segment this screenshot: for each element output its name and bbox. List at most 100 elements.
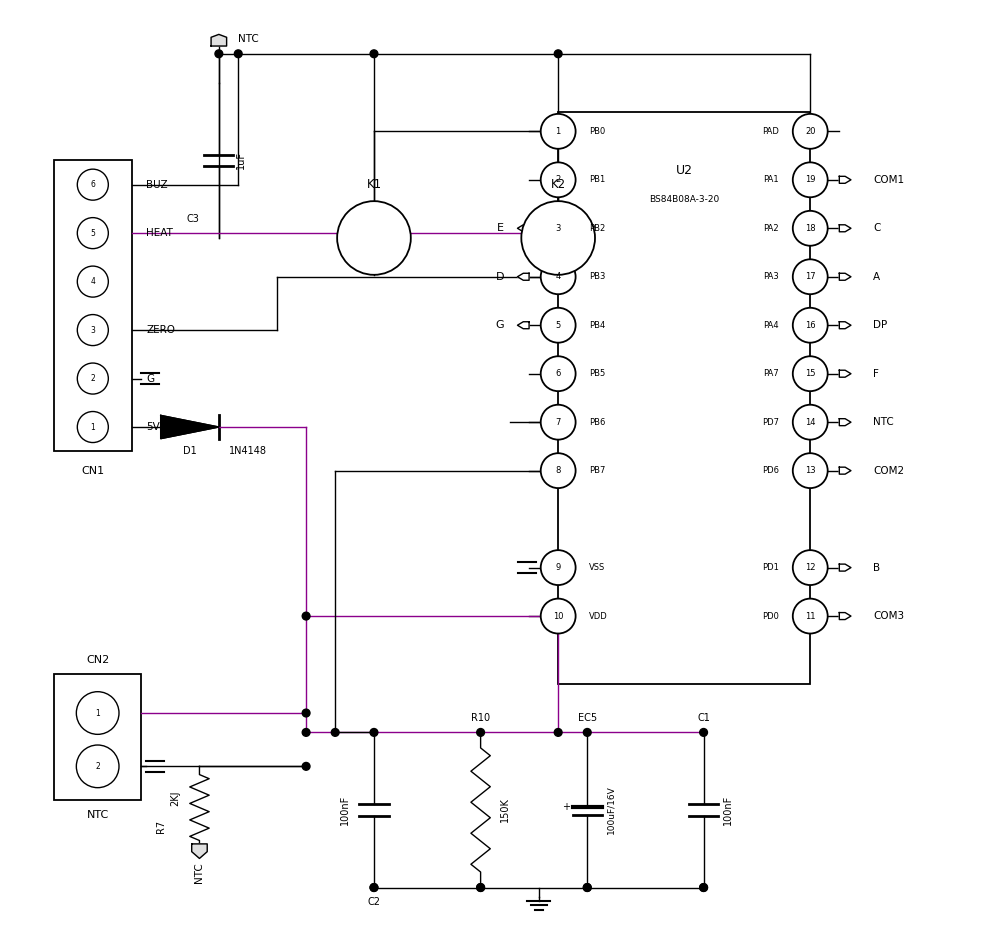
Text: 6: 6	[90, 180, 95, 189]
Text: R10: R10	[471, 713, 490, 723]
Circle shape	[793, 598, 828, 633]
Text: 100uF/16V: 100uF/16V	[607, 786, 616, 834]
Circle shape	[541, 598, 576, 633]
Circle shape	[76, 691, 119, 734]
Text: 3: 3	[90, 325, 95, 335]
Text: +: +	[562, 802, 570, 812]
Text: 1N4148: 1N4148	[229, 446, 267, 456]
Text: U2: U2	[676, 164, 693, 177]
Text: 2: 2	[90, 374, 95, 383]
Polygon shape	[839, 612, 851, 619]
Circle shape	[302, 709, 310, 717]
Text: 3: 3	[555, 223, 561, 233]
Text: COM3: COM3	[873, 611, 904, 621]
Text: 100nF: 100nF	[340, 795, 350, 825]
Circle shape	[541, 260, 576, 294]
Text: BUZ: BUZ	[146, 180, 168, 189]
Text: 100nF: 100nF	[723, 795, 733, 825]
Text: PD6: PD6	[762, 466, 779, 476]
Polygon shape	[839, 321, 851, 329]
Circle shape	[793, 114, 828, 148]
Text: G: G	[496, 320, 504, 330]
Text: 4: 4	[90, 277, 95, 286]
Circle shape	[370, 883, 378, 891]
Text: 1: 1	[95, 708, 100, 717]
Text: B: B	[873, 563, 880, 573]
Circle shape	[477, 883, 484, 891]
Circle shape	[541, 114, 576, 148]
Circle shape	[77, 169, 108, 200]
Polygon shape	[517, 321, 529, 329]
Circle shape	[302, 612, 310, 620]
Polygon shape	[161, 416, 219, 438]
Text: 8: 8	[555, 466, 561, 476]
Text: HEAT: HEAT	[146, 228, 173, 238]
Text: G: G	[146, 374, 154, 383]
Text: C: C	[873, 223, 881, 233]
Text: 6: 6	[555, 369, 561, 378]
Circle shape	[793, 357, 828, 391]
Circle shape	[521, 202, 595, 275]
Circle shape	[554, 728, 562, 736]
Polygon shape	[211, 34, 227, 46]
Circle shape	[541, 357, 576, 391]
Text: CN2: CN2	[86, 654, 109, 665]
Circle shape	[793, 260, 828, 294]
Text: 15: 15	[805, 369, 815, 378]
Circle shape	[541, 550, 576, 585]
Text: BS84B08A-3-20: BS84B08A-3-20	[649, 195, 719, 204]
Text: PB4: PB4	[589, 320, 605, 330]
Text: K2: K2	[551, 178, 566, 191]
Text: C2: C2	[367, 897, 380, 907]
Circle shape	[370, 728, 378, 736]
Polygon shape	[839, 224, 851, 232]
Text: 1uF: 1uF	[236, 151, 246, 169]
Text: 2KJ: 2KJ	[170, 790, 180, 805]
Text: 9: 9	[556, 563, 561, 573]
Circle shape	[370, 49, 378, 58]
Text: D: D	[496, 272, 504, 281]
Circle shape	[700, 728, 707, 736]
Polygon shape	[839, 418, 851, 426]
Polygon shape	[839, 370, 851, 378]
Text: 17: 17	[805, 272, 816, 281]
Circle shape	[793, 550, 828, 585]
Circle shape	[234, 49, 242, 58]
Text: 18: 18	[805, 223, 816, 233]
Circle shape	[77, 266, 108, 297]
Text: 2: 2	[95, 762, 100, 771]
Bar	[558, 112, 810, 684]
Text: COM2: COM2	[873, 466, 904, 476]
Circle shape	[583, 883, 591, 891]
Text: F: F	[873, 369, 879, 378]
Circle shape	[793, 211, 828, 245]
Circle shape	[77, 363, 108, 394]
Text: C1: C1	[697, 713, 710, 723]
Circle shape	[541, 163, 576, 197]
Circle shape	[215, 49, 223, 58]
Circle shape	[583, 728, 591, 736]
Text: NTC: NTC	[87, 810, 109, 820]
Circle shape	[370, 883, 378, 891]
Text: 5: 5	[556, 320, 561, 330]
Circle shape	[793, 308, 828, 342]
Text: PA7: PA7	[763, 369, 779, 378]
Text: 10: 10	[553, 611, 563, 621]
Text: 150K: 150K	[500, 798, 510, 823]
Circle shape	[554, 49, 562, 58]
Circle shape	[700, 883, 707, 891]
Circle shape	[77, 412, 108, 442]
Polygon shape	[517, 224, 529, 232]
Text: PB2: PB2	[589, 223, 605, 233]
Text: PB0: PB0	[589, 126, 605, 136]
Text: PB6: PB6	[589, 417, 606, 427]
Text: NTC: NTC	[238, 34, 259, 45]
Text: R7: R7	[156, 821, 166, 833]
Text: 11: 11	[805, 611, 815, 621]
Bar	[54, 161, 132, 452]
Text: CN1: CN1	[81, 466, 104, 476]
Text: 1: 1	[556, 126, 561, 136]
Text: PAD: PAD	[762, 126, 779, 136]
Text: 13: 13	[805, 466, 816, 476]
Circle shape	[331, 728, 339, 736]
